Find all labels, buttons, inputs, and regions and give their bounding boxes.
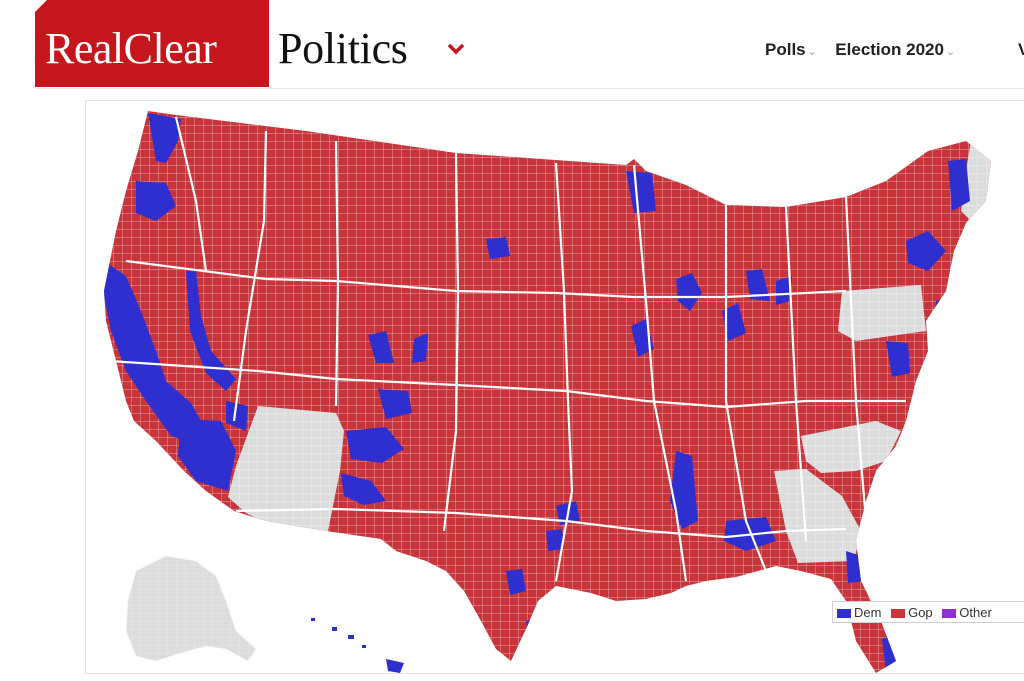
chevron-down-icon: ⌄ — [945, 46, 956, 58]
county-results-map-panel: Dem Gop Other — [85, 100, 1024, 674]
chevron-down-icon[interactable] — [446, 42, 466, 56]
chevron-down-icon: ⌄ — [807, 46, 817, 58]
map-legend: Dem Gop Other — [832, 601, 1024, 623]
nav-polls[interactable]: Polls ⌄ — [765, 40, 817, 60]
legend-item-gop: Gop — [891, 605, 933, 620]
site-header: RealClear Politics Polls ⌄ Election 2020 ⌄… — [0, 0, 1024, 90]
legend-label-gop: Gop — [908, 605, 933, 620]
legend-swatch-other — [942, 609, 957, 619]
legend-swatch-gop — [891, 609, 906, 619]
legend-item-dem: Dem — [837, 605, 881, 620]
nav-item-cutoff[interactable]: V — [1018, 40, 1024, 59]
legend-label-other: Other — [959, 605, 992, 620]
nav-election-2020[interactable]: Election 2020 ⌄ — [835, 40, 955, 60]
hawaii-inset[interactable] — [311, 618, 404, 673]
logo-text-realclear: RealClear — [45, 24, 217, 73]
logo-text-politics[interactable]: Politics — [278, 24, 408, 73]
legend-swatch-dem — [837, 609, 851, 619]
state-borders — [109, 116, 906, 582]
us-county-map[interactable] — [86, 101, 1024, 673]
legend-item-other: Other — [942, 605, 992, 620]
site-logo-link[interactable]: RealClear — [35, 0, 269, 87]
nav-election-2020-label: Election 2020 — [835, 40, 944, 59]
legend-label-dem: Dem — [854, 605, 882, 620]
nav-polls-label: Polls — [765, 40, 806, 59]
main-nav: Polls ⌄ Election 2020 ⌄ — [765, 40, 969, 60]
header-divider — [35, 88, 1024, 89]
